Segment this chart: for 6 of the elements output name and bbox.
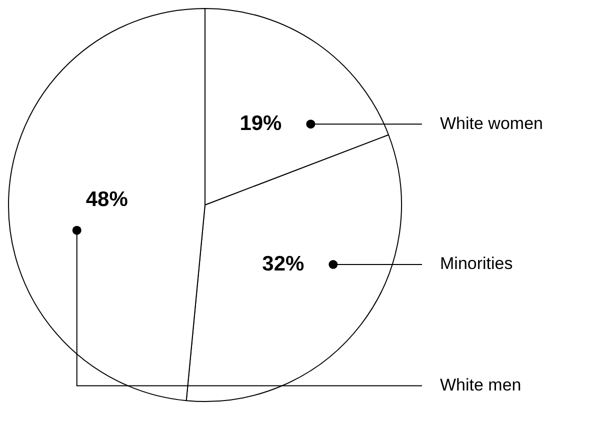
data-label: 32% <box>262 252 305 276</box>
slice-label: White women <box>440 114 543 133</box>
data-label: 19% <box>240 112 282 135</box>
slice-label: White men <box>440 375 522 394</box>
data-label: 48% <box>86 188 128 212</box>
slice-label: Minorities <box>440 254 513 274</box>
